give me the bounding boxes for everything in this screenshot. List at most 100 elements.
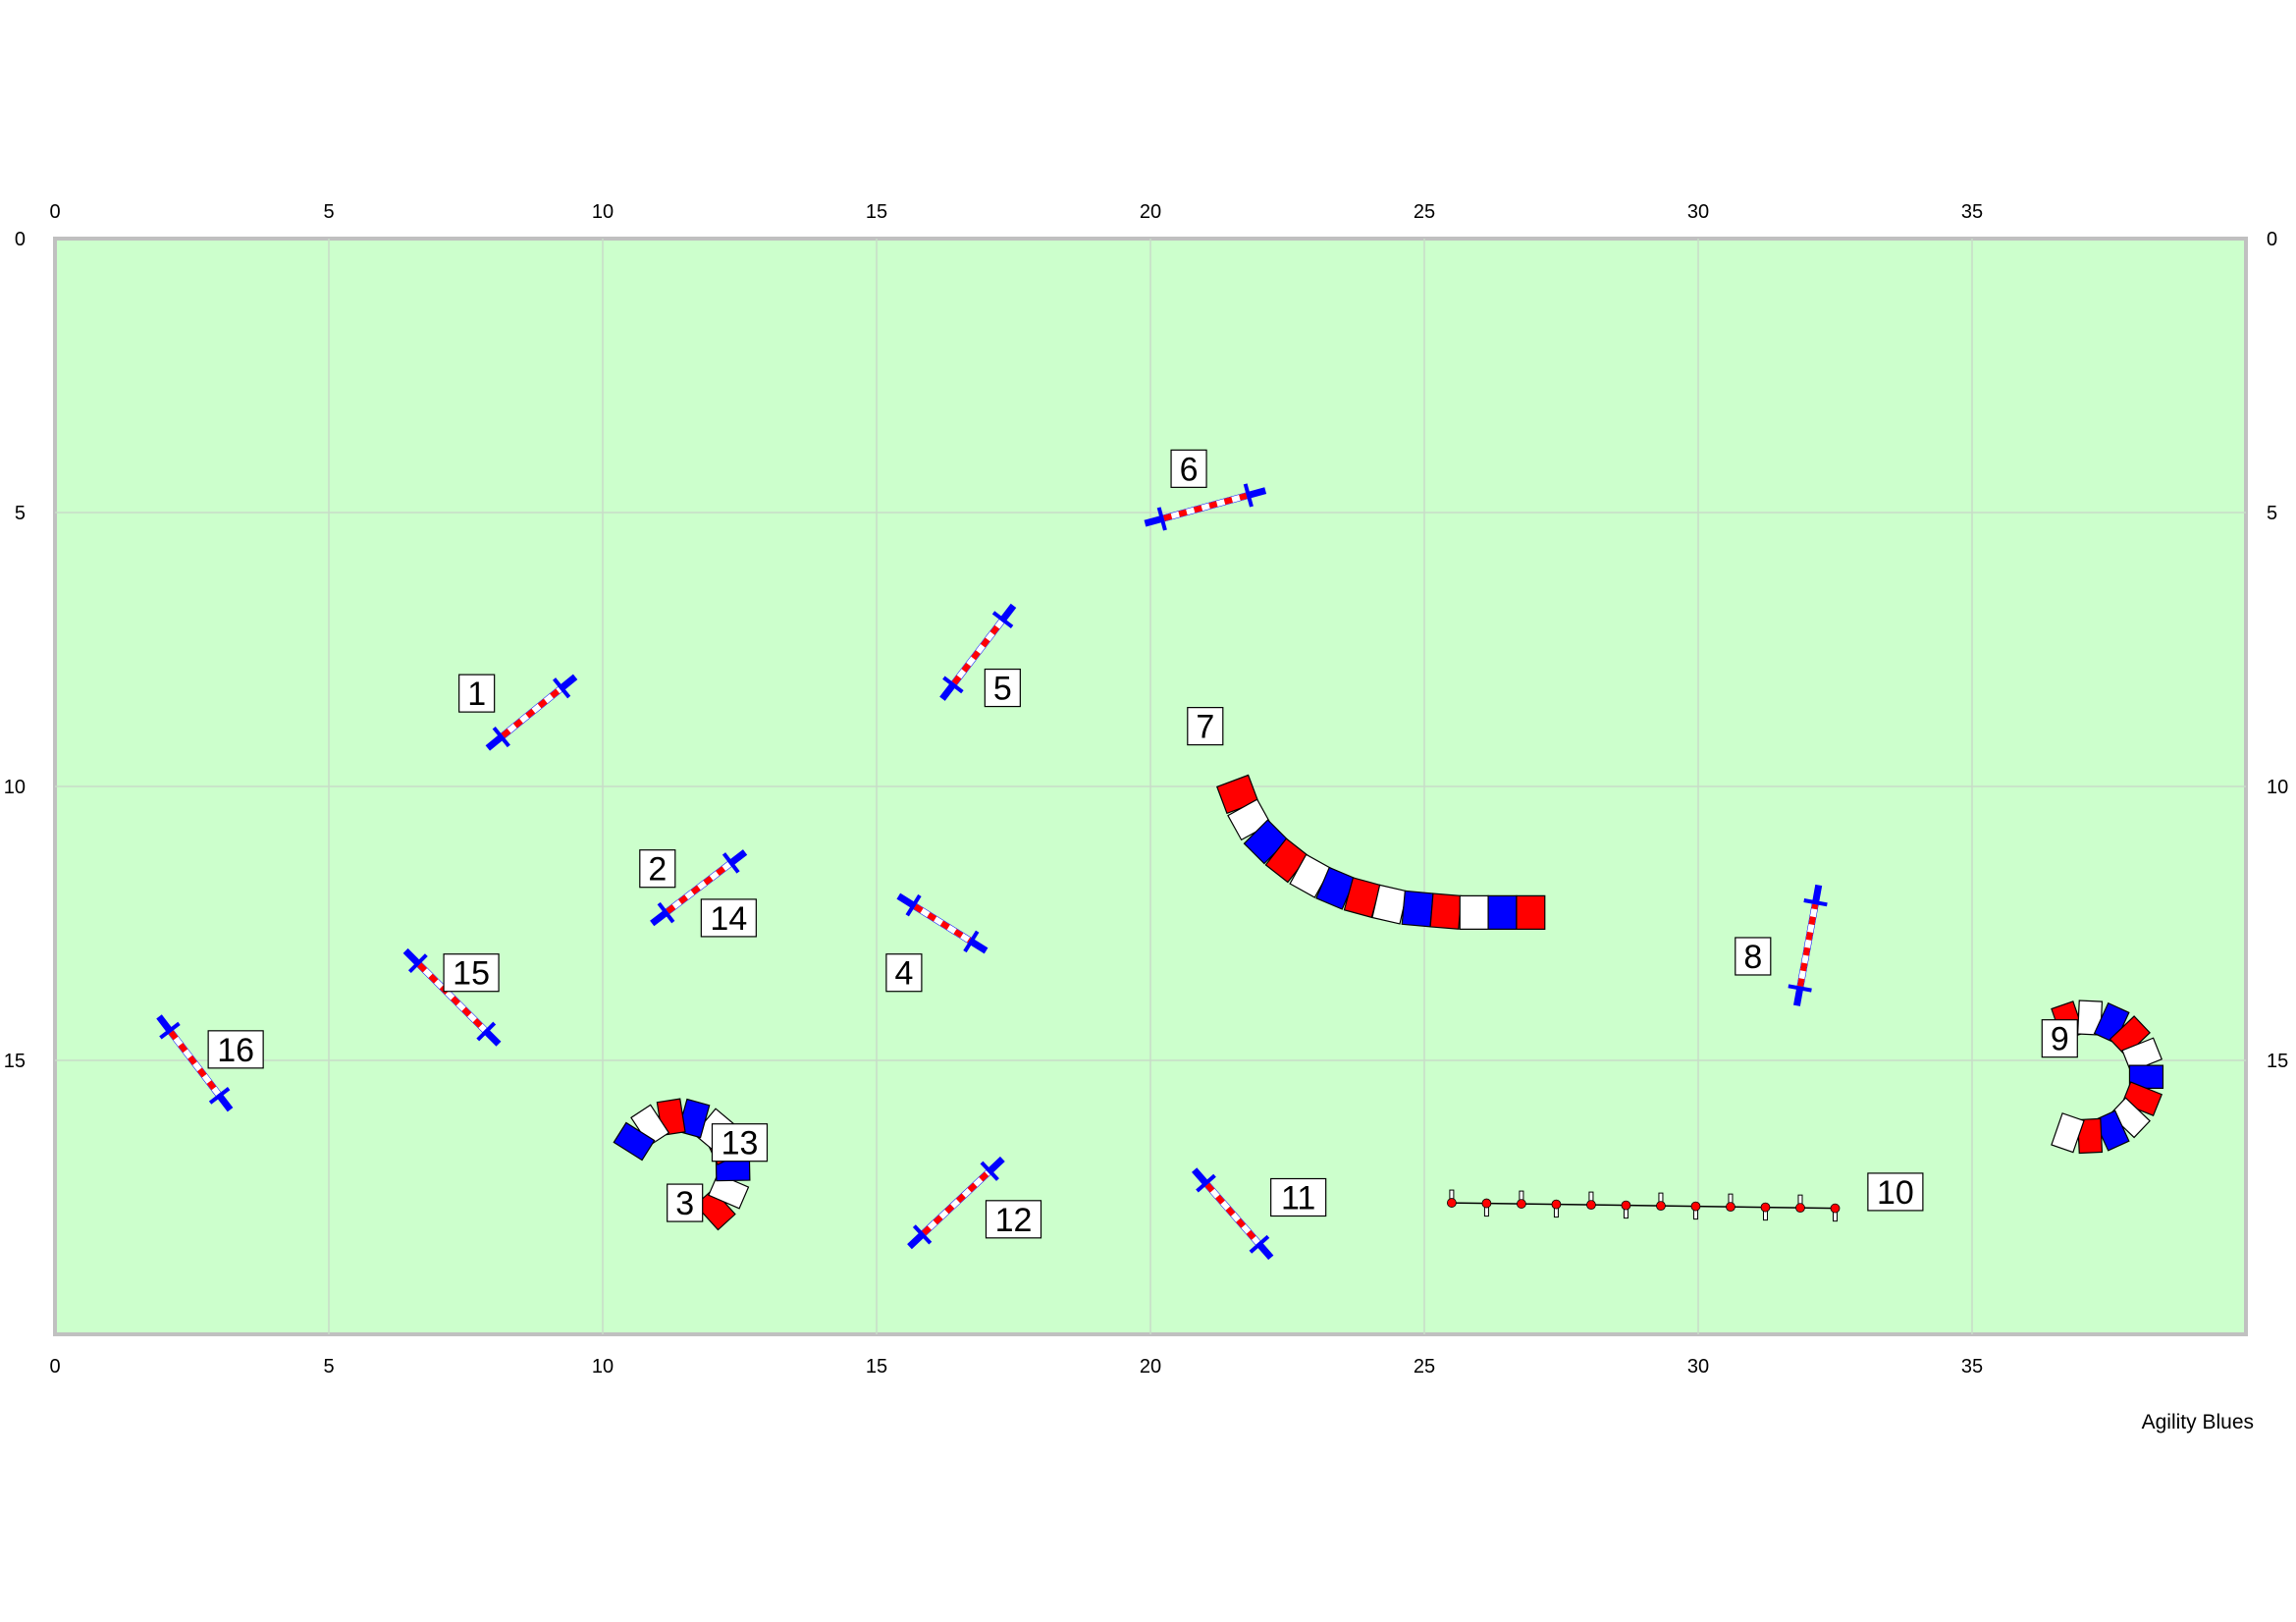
number-box — [2041, 1019, 2078, 1058]
number-text: 6 — [1180, 451, 1199, 488]
number-box — [985, 1200, 1042, 1239]
jump-pole — [1162, 493, 1248, 521]
tunnel-7 — [1216, 774, 1546, 930]
number-box — [1867, 1172, 1924, 1212]
weave-pole-base — [1621, 1200, 1631, 1211]
number-box — [443, 953, 500, 993]
number-box — [1170, 449, 1207, 488]
jump-4 — [896, 892, 988, 954]
obstacle-number-11: 11 — [1270, 1177, 1327, 1217]
jump-wing-crossbar — [1243, 483, 1254, 508]
weave-pole-base — [1481, 1198, 1492, 1209]
weave-pole-base — [1517, 1199, 1526, 1209]
obstacle-number-16: 16 — [207, 1030, 264, 1069]
jump-wing-crossbar — [1156, 507, 1167, 531]
weave-pole-base — [1726, 1202, 1735, 1213]
number-box — [1187, 707, 1224, 746]
obstacle-number-8: 8 — [1735, 937, 1772, 976]
tunnel-segment — [2109, 1015, 2151, 1057]
jump-wing-crossbar — [208, 1087, 231, 1105]
obstacle-number-5: 5 — [984, 668, 1021, 708]
jump-wing-crossbar — [657, 901, 675, 924]
obstacle-number-6: 6 — [1170, 449, 1207, 488]
number-box — [984, 668, 1021, 708]
x-tick-label-bottom: 15 — [866, 1356, 887, 1378]
tunnel-segment — [1401, 890, 1434, 928]
grid-lines — [55, 239, 2246, 1334]
weave-pole-base — [1656, 1201, 1666, 1212]
jump-wing-crossbar — [963, 930, 980, 953]
x-tick-label-top: 35 — [1961, 201, 1983, 223]
number-text: 2 — [648, 851, 667, 889]
jump-wing-crossbar — [1788, 984, 1812, 993]
number-text: 14 — [710, 900, 747, 938]
y-tick-label-left: 15 — [4, 1051, 26, 1072]
tunnel-segment — [2093, 1109, 2130, 1152]
tunnel-segment — [2077, 1117, 2104, 1155]
tunnel-segment — [2093, 1001, 2130, 1045]
number-box — [207, 1030, 264, 1069]
weave-base — [1451, 1202, 1836, 1210]
jump-1 — [485, 674, 578, 751]
weave-pole-base — [1690, 1201, 1701, 1212]
x-tick-label-top: 5 — [323, 201, 334, 223]
jump-pole — [921, 1169, 990, 1236]
jump-wing-crossbar — [721, 852, 740, 874]
number-text: 4 — [894, 955, 913, 993]
x-tick-label-top: 10 — [592, 201, 614, 223]
jump-wing-crossbar — [553, 677, 571, 699]
number-text: 15 — [453, 955, 490, 993]
number-box — [667, 1183, 704, 1222]
x-tick-label-bottom: 20 — [1140, 1356, 1161, 1378]
x-tick-label-bottom: 10 — [592, 1356, 614, 1378]
obstacle-number-13: 13 — [711, 1123, 769, 1162]
number-text: 12 — [995, 1202, 1033, 1239]
x-tick-label-top: 0 — [49, 201, 60, 223]
obstacle-number-3: 3 — [667, 1183, 704, 1222]
jump-wing-crossbar — [942, 676, 964, 694]
jump-pole-stripes — [501, 686, 562, 738]
number-box — [1270, 1177, 1327, 1217]
jump-6 — [1144, 483, 1267, 531]
tunnel-segment — [613, 1121, 656, 1162]
tunnel-segment — [1459, 894, 1489, 930]
tunnel-segment — [1516, 894, 1546, 930]
y-tick-label-right: 15 — [2267, 1051, 2288, 1072]
jump-wing-crossbar — [492, 727, 510, 748]
jump-pole — [417, 962, 487, 1033]
jump-2 — [650, 849, 748, 927]
jump-16 — [156, 1014, 234, 1112]
tunnel-segment — [1429, 892, 1463, 930]
jump-pole-stripes — [913, 903, 972, 944]
tunnel-segment — [1487, 894, 1518, 930]
jump-15 — [402, 947, 502, 1047]
y-tick-label-right: 10 — [2267, 777, 2288, 798]
tunnel-segment — [2121, 1081, 2163, 1117]
number-box — [639, 849, 676, 889]
number-text: 13 — [721, 1125, 759, 1162]
x-tick-label-top: 15 — [866, 201, 887, 223]
jump-wing-crossbar — [1803, 898, 1828, 907]
y-tick-label-right: 0 — [2267, 229, 2277, 250]
weave-pole-base — [1586, 1200, 1596, 1211]
tunnel-segment — [2077, 1000, 2104, 1036]
jump-wing-crossbar — [991, 611, 1014, 629]
obstacle-number-9: 9 — [2041, 1019, 2078, 1058]
obstacle-number-10: 10 — [1867, 1172, 1924, 1212]
jump-11 — [1192, 1167, 1274, 1261]
tunnel-segment — [2128, 1064, 2164, 1089]
number-text: 11 — [1281, 1180, 1315, 1217]
number-box — [700, 898, 757, 938]
jump-wing-crossbar — [1249, 1234, 1270, 1254]
x-tick-label-bottom: 30 — [1687, 1356, 1709, 1378]
credit-text: Agility Blues — [2141, 1411, 2254, 1433]
weave-pole-base — [1447, 1198, 1457, 1208]
weave-pole-base — [1760, 1202, 1771, 1213]
y-tick-label-left: 10 — [4, 777, 26, 798]
weave-pole-base — [1795, 1203, 1805, 1214]
x-tick-label-bottom: 5 — [323, 1356, 334, 1378]
jump-wing-crossbar — [912, 1224, 933, 1245]
